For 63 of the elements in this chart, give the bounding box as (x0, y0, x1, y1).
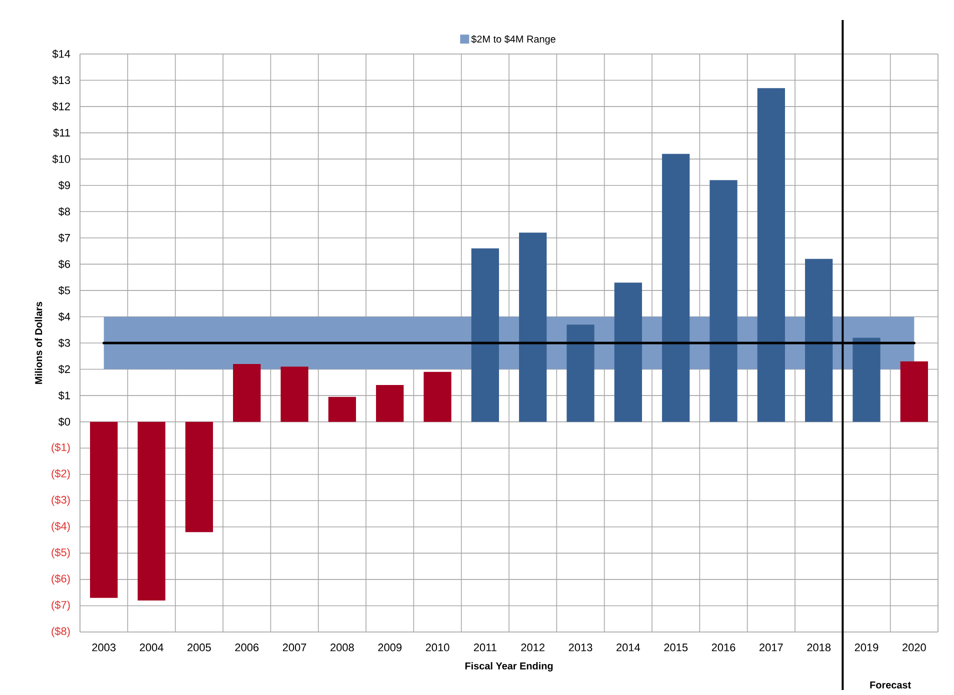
y-tick-label: $3 (58, 338, 70, 348)
y-tick-label: $4 (58, 312, 70, 322)
bar (328, 396, 356, 422)
bar (90, 422, 118, 598)
x-tick-label: 2004 (140, 644, 164, 652)
x-tick-label: 2015 (664, 644, 688, 652)
x-tick-label: 2018 (807, 644, 831, 652)
x-tick-label: 2017 (760, 644, 783, 652)
y-tick-label: $10 (52, 154, 70, 164)
bar (614, 282, 642, 422)
bar (662, 154, 690, 422)
y-tick-label: $13 (52, 76, 70, 85)
y-tick-label: ($2) (52, 469, 70, 480)
x-tick-label: 2007 (282, 644, 306, 652)
bar (519, 232, 547, 422)
y-tick-label: $7 (58, 233, 70, 242)
y-tick-label: ($1) (52, 442, 70, 454)
x-tick-label: 2003 (92, 644, 116, 652)
x-tick-label: 2016 (712, 644, 736, 652)
x-tick-label: 2010 (426, 644, 450, 652)
y-tick-label: $5 (58, 286, 70, 295)
bar (900, 361, 928, 422)
x-tick-label: 2009 (378, 644, 402, 652)
bar (710, 180, 738, 422)
y-tick-label: ($4) (52, 522, 70, 532)
x-axis-title: Fiscal Year Ending (465, 662, 553, 672)
bar (805, 258, 833, 422)
y-tick-label: ($5) (52, 548, 70, 558)
y-tick-label: ($3) (52, 495, 70, 506)
x-tick-label: 2014 (616, 644, 640, 652)
bar (280, 366, 308, 422)
bar (233, 364, 261, 422)
y-tick-label: $11 (53, 128, 70, 138)
y-tick-label: $8 (58, 207, 70, 216)
y-tick-label: $1 (58, 391, 70, 400)
y-tick-label: $2 (58, 364, 70, 374)
x-tick-label: 2020 (902, 644, 926, 652)
bar (424, 372, 452, 422)
y-tick-label: ($6) (52, 574, 70, 585)
bar (852, 338, 880, 422)
legend-label: $2M to $4M Range (471, 35, 556, 45)
y-tick-label: $9 (58, 180, 70, 190)
bar (138, 422, 166, 600)
bar (376, 385, 404, 422)
ref-line-label: Forecast (870, 682, 911, 688)
y-tick-label: $12 (52, 102, 70, 111)
x-tick-label: 2013 (568, 644, 592, 652)
x-tick-label: 2019 (854, 644, 878, 652)
y-tick-label: ($8) (52, 626, 70, 638)
x-tick-label: 2006 (235, 644, 259, 652)
y-tick-label: $6 (58, 260, 70, 269)
y-tick-label: $0 (58, 417, 70, 426)
bar (185, 422, 213, 532)
bar (566, 324, 594, 422)
x-tick-label: 2012 (521, 644, 544, 652)
bar (757, 88, 785, 422)
x-tick-label: 2011 (474, 644, 496, 652)
y-axis-title: Milions of Dollars (34, 302, 42, 384)
bar (471, 248, 499, 422)
y-tick-label: $14 (52, 50, 70, 58)
y-tick-label: ($7) (52, 600, 70, 611)
x-tick-label: 2005 (188, 644, 211, 652)
x-tick-label: 2008 (330, 644, 354, 652)
